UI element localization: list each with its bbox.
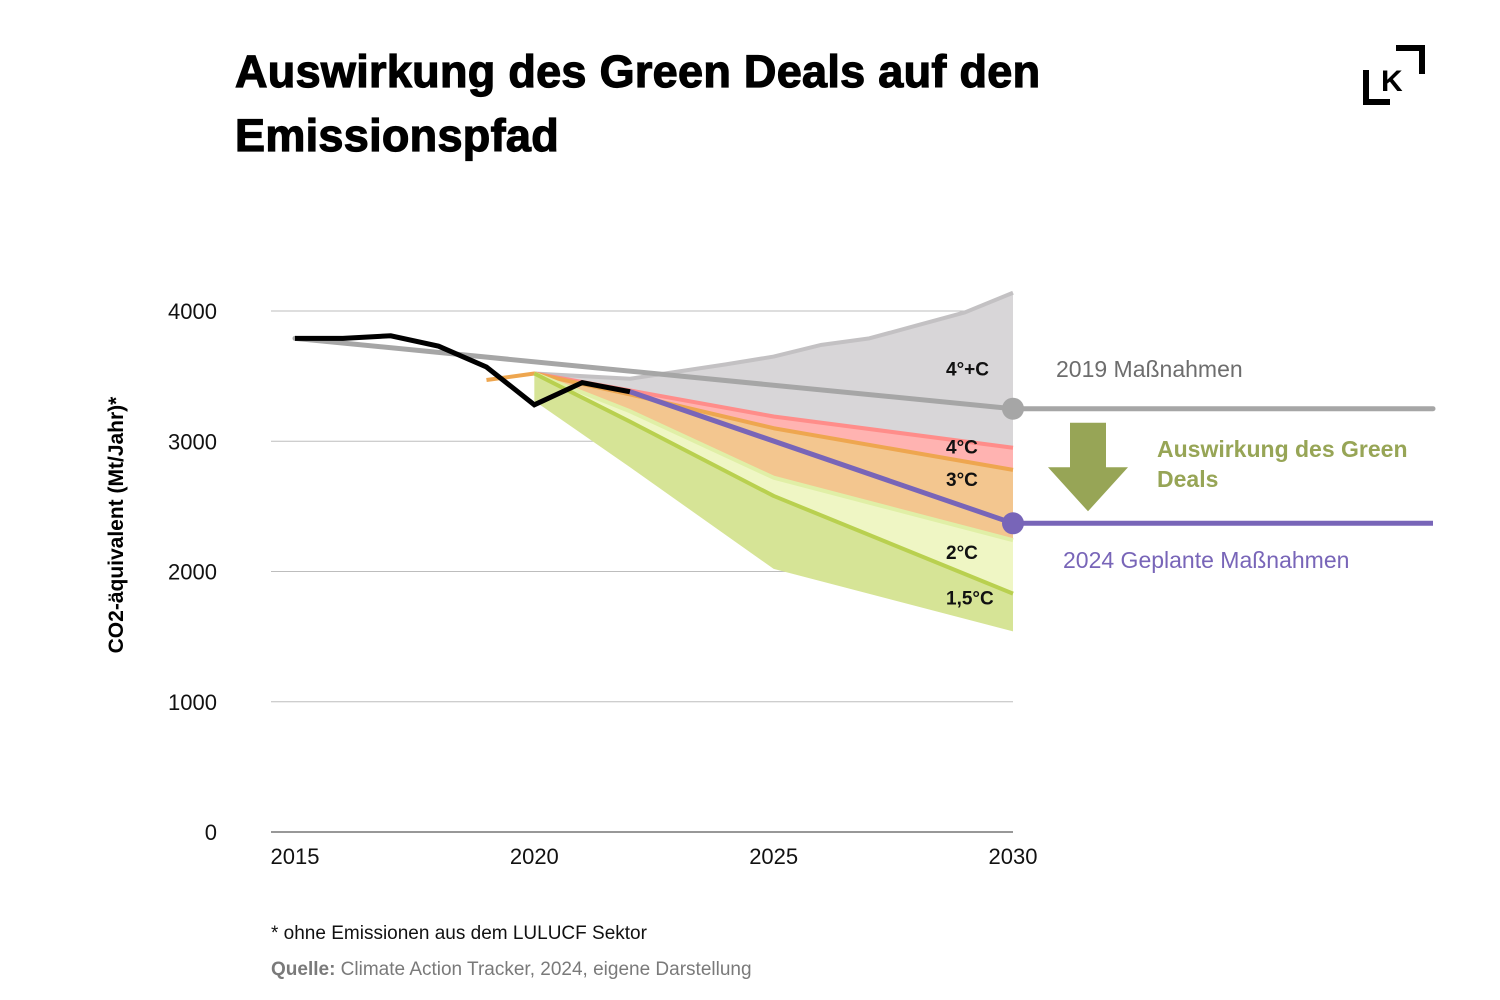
- x-tick-label: 2015: [271, 844, 320, 869]
- chart-title: Auswirkung des Green Deals auf den Emiss…: [234, 45, 1041, 161]
- band-3c-label: 3°C: [946, 470, 978, 491]
- band-3c-area: [486, 373, 1013, 541]
- y-tick-label: 2000: [168, 560, 217, 585]
- legend-label-2019-policies: 2019 Maßnahmen: [1056, 356, 1243, 382]
- marker-2024-planned-2030: [1002, 512, 1024, 535]
- annotation-layer: [1048, 422, 1128, 512]
- band-2c-label: 2°C: [946, 543, 978, 564]
- tick-layer: 0 1000 2000 3000 4000 2015 2020 2025 2030: [168, 299, 1037, 869]
- y-tick-label: 4000: [168, 299, 217, 324]
- x-tick-label: 2030: [989, 844, 1038, 869]
- x-tick-label: 2020: [510, 844, 559, 869]
- source-note: Quelle: Climate Action Tracker, 2024, ei…: [271, 959, 752, 981]
- source-text: Climate Action Tracker, 2024, eigene Dar…: [335, 959, 752, 980]
- band-1-5c-area: [534, 373, 1013, 632]
- band-2c-area: [534, 373, 1013, 594]
- legend-label-2024-planned: 2024 Geplante Maßnahmen: [1063, 547, 1350, 573]
- band-4plus-area: [534, 292, 1013, 448]
- band-1-5c-edge: [533, 371, 1014, 596]
- footnote: * ohne Emissionen aus dem LULUCF Sektor: [271, 923, 647, 944]
- band-4plus-label: 4°+C: [946, 359, 989, 380]
- band-label-layer: 4°+C 4°C 3°C 2°C 1,5°C: [946, 359, 994, 609]
- line-layer: [292, 333, 1436, 535]
- band-1-5c-label: 1,5°C: [946, 589, 994, 610]
- band-2c-edge: [533, 371, 1014, 543]
- green-deal-down-arrow-icon: [1048, 422, 1128, 512]
- source-label: Quelle:: [271, 959, 336, 980]
- band-layer: [486, 290, 1014, 632]
- band-4c-label: 4°C: [946, 437, 978, 458]
- y-tick-label: 0: [205, 820, 217, 845]
- logo-letter: K: [1381, 65, 1403, 98]
- x-tick-label: 2025: [749, 844, 798, 869]
- legend-label-green-deal: Auswirkung des Green Deals: [1157, 436, 1408, 492]
- y-axis-title: CO2-äquivalent (Mt/Jahr)*: [105, 396, 128, 654]
- k-bracket-logo-icon: K: [1363, 45, 1425, 105]
- series-line-historical: [295, 333, 631, 408]
- y-tick-label: 3000: [168, 429, 217, 454]
- y-tick-label: 1000: [168, 690, 217, 715]
- marker-2019-policies-2030: [1002, 397, 1024, 420]
